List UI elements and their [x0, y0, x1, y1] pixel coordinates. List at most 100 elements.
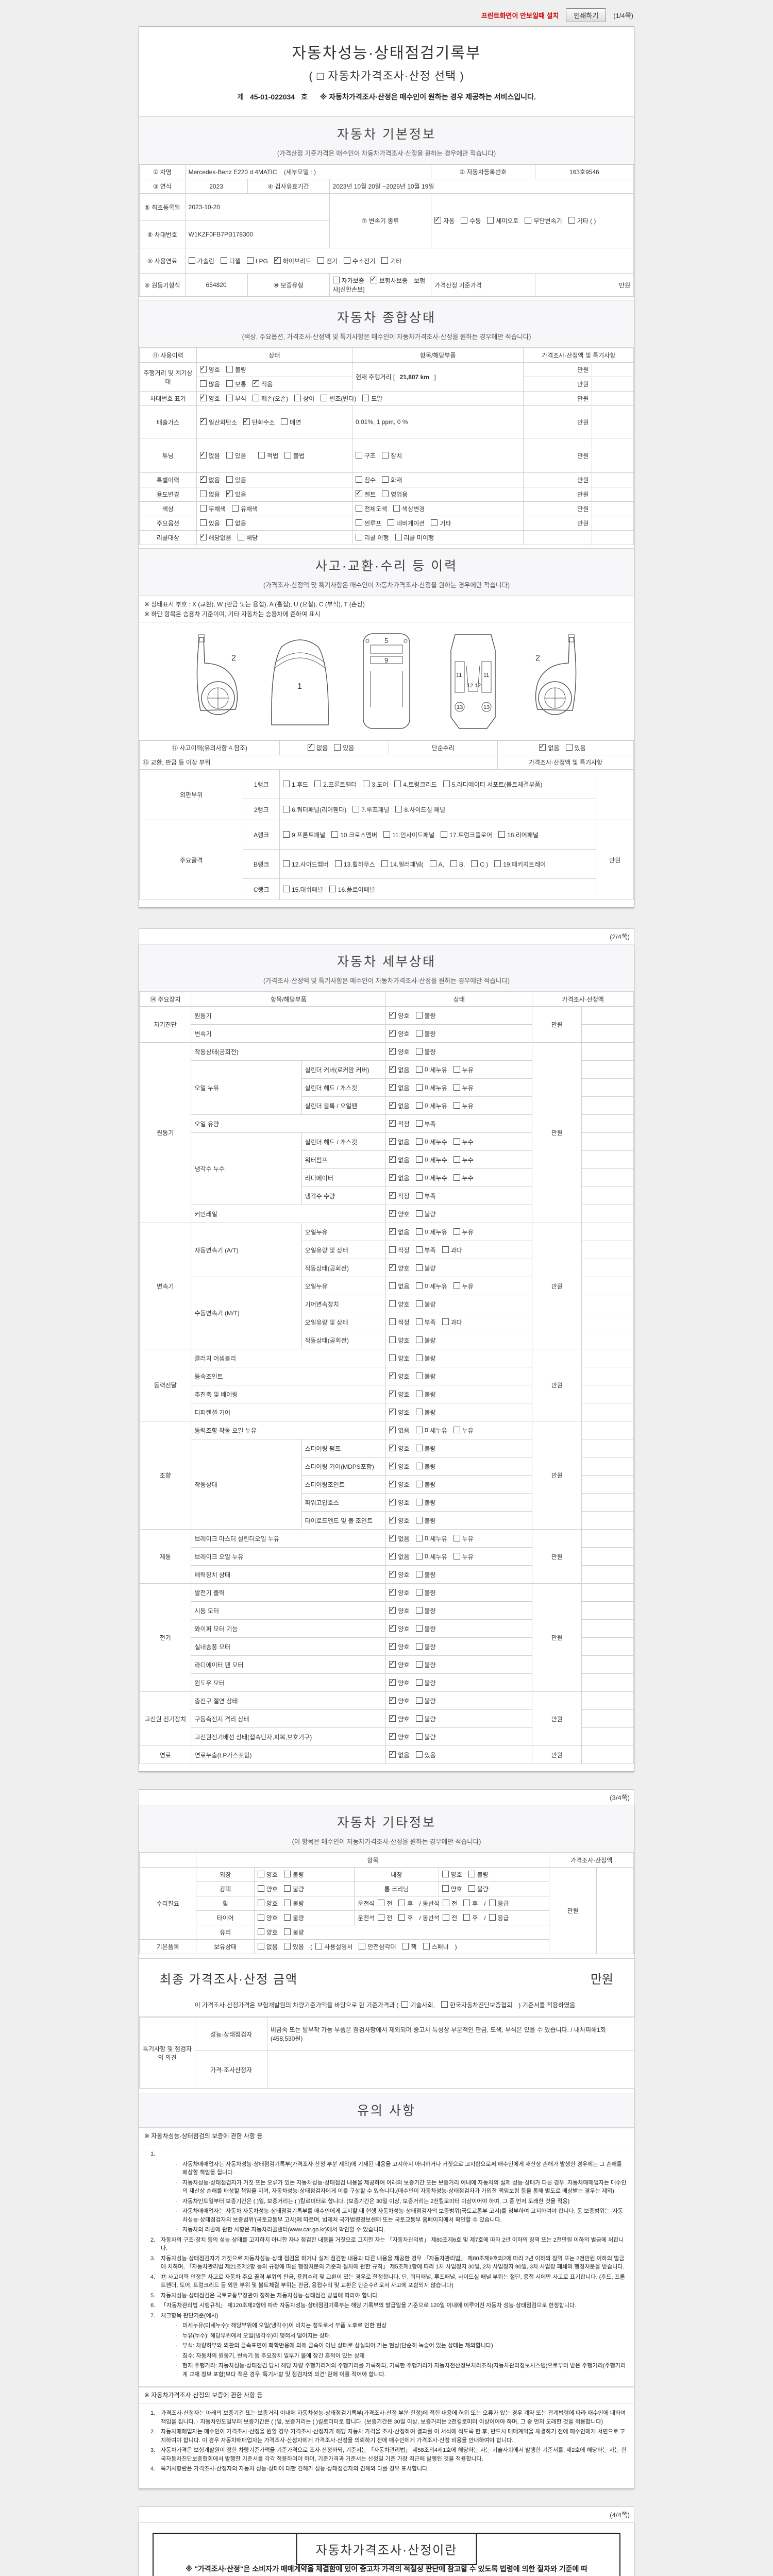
checkbox-option[interactable]: 전 — [443, 1913, 457, 1922]
checked-checkbox-icon[interactable] — [389, 1714, 396, 1722]
checked-checkbox-icon[interactable] — [389, 1407, 396, 1415]
checkbox-option[interactable]: 미세누유 — [415, 1426, 447, 1435]
unchecked-checkbox-icon[interactable] — [199, 505, 207, 512]
unchecked-checkbox-icon[interactable] — [415, 1390, 423, 1397]
checked-checkbox-icon[interactable] — [308, 742, 315, 751]
checked-checkbox-icon[interactable] — [389, 1677, 396, 1686]
checkbox-option[interactable]: 전 — [378, 1913, 392, 1922]
unchecked-checkbox-icon[interactable] — [415, 1733, 423, 1740]
checkbox-option[interactable]: 부족 — [415, 1120, 436, 1128]
checkbox-option[interactable]: 안전삼각대 — [359, 1942, 396, 1951]
checkbox-option[interactable]: 있음 — [283, 1942, 304, 1951]
checkbox-option[interactable]: 미세누유 — [415, 1282, 447, 1291]
checkbox-option[interactable]: 누유 — [453, 1065, 474, 1074]
checkbox-option[interactable]: 누수 — [453, 1138, 474, 1146]
unchecked-checkbox-icon[interactable] — [415, 1336, 423, 1343]
checkbox-option[interactable]: 없음 — [199, 450, 220, 460]
checkbox-option[interactable]: 일산화탄소 — [199, 417, 237, 427]
checked-checkbox-icon[interactable] — [389, 1515, 396, 1523]
checkbox-option[interactable]: 없음 — [389, 1551, 410, 1561]
unchecked-checkbox-icon[interactable] — [415, 1480, 423, 1487]
checkbox-option[interactable]: 양호 — [389, 1623, 410, 1633]
checkbox-option[interactable]: 화재 — [382, 476, 402, 484]
checkbox-option[interactable]: 불량 — [468, 1885, 489, 1893]
checkbox-option[interactable]: 적정 — [389, 1118, 410, 1128]
checkbox-option[interactable]: 양호 — [389, 1010, 410, 1020]
checkbox-option[interactable]: 불량 — [415, 1715, 436, 1723]
unchecked-checkbox-icon[interactable] — [314, 780, 322, 787]
checked-checkbox-icon[interactable] — [539, 742, 546, 751]
unchecked-checkbox-icon[interactable] — [315, 1943, 323, 1950]
checkbox-option[interactable]: 세미오토 — [487, 216, 518, 225]
checkbox-option[interactable]: 탄화수소 — [243, 417, 275, 427]
checkbox-option[interactable]: 불량 — [415, 1264, 436, 1273]
checked-checkbox-icon[interactable] — [389, 1605, 396, 1614]
unchecked-checkbox-icon[interactable] — [282, 885, 290, 892]
unchecked-checkbox-icon[interactable] — [415, 1011, 423, 1019]
unchecked-checkbox-icon[interactable] — [282, 780, 290, 787]
checkbox-option[interactable]: 불량 — [226, 365, 246, 374]
checked-checkbox-icon[interactable] — [199, 364, 207, 372]
unchecked-checkbox-icon[interactable] — [489, 1914, 496, 1921]
checkbox-option[interactable]: 적정 — [389, 1191, 410, 1200]
checkbox-option[interactable]: 미세누유 — [415, 1228, 447, 1236]
checkbox-option[interactable]: 불량 — [415, 1660, 436, 1669]
checkbox-option[interactable]: 누수 — [453, 1156, 474, 1164]
checkbox-option[interactable]: 양호 — [389, 1336, 410, 1345]
checkbox-option[interactable]: 18.리어패널 — [498, 831, 539, 839]
checked-checkbox-icon[interactable] — [389, 1209, 396, 1217]
unchecked-checkbox-icon[interactable] — [453, 1426, 460, 1433]
checkbox-option[interactable]: 없음 — [389, 1064, 410, 1074]
checkbox-option[interactable]: 12.사이드멤버 — [282, 860, 329, 869]
checked-checkbox-icon[interactable] — [389, 1191, 396, 1199]
unchecked-checkbox-icon[interactable] — [284, 451, 292, 459]
checked-checkbox-icon[interactable] — [389, 1118, 396, 1127]
checkbox-option[interactable]: 응급 — [489, 1899, 509, 1908]
checkbox-option[interactable]: 양호 — [389, 1696, 410, 1705]
unchecked-checkbox-icon[interactable] — [246, 257, 254, 264]
unchecked-checkbox-icon[interactable] — [283, 1914, 291, 1921]
checkbox-option[interactable]: 리콜 미이행 — [395, 533, 434, 542]
unchecked-checkbox-icon[interactable] — [471, 860, 478, 867]
checkbox-option[interactable]: 가솔린 — [188, 257, 214, 265]
unchecked-checkbox-icon[interactable] — [453, 1282, 460, 1289]
unchecked-checkbox-icon[interactable] — [199, 490, 207, 497]
checkbox-option[interactable]: 없음 — [199, 490, 220, 499]
unchecked-checkbox-icon[interactable] — [415, 1624, 423, 1632]
unchecked-checkbox-icon[interactable] — [415, 1264, 423, 1271]
unchecked-checkbox-icon[interactable] — [463, 1900, 470, 1906]
checkbox-option[interactable]: 양호 — [389, 1461, 410, 1471]
checkbox-option[interactable]: 후 — [463, 1913, 478, 1922]
checkbox-option[interactable]: 10.크로스멤버 — [331, 831, 377, 839]
checked-checkbox-icon[interactable] — [389, 1443, 396, 1451]
checkbox-option[interactable]: 양호 — [389, 1389, 410, 1399]
checkbox-option[interactable]: 양호 — [389, 1479, 410, 1489]
checkbox-option[interactable]: 해당 — [237, 533, 258, 542]
checkbox-option[interactable]: 누유 — [453, 1426, 474, 1435]
checkbox-option[interactable]: 양호 — [389, 1732, 410, 1741]
unchecked-checkbox-icon[interactable] — [453, 1138, 460, 1145]
checkbox-option[interactable]: 잭 — [402, 1942, 417, 1951]
checkbox-option[interactable]: 양호 — [389, 1515, 410, 1525]
unchecked-checkbox-icon[interactable] — [281, 418, 288, 425]
checkbox-option[interactable]: 불량 — [415, 1606, 436, 1615]
checked-checkbox-icon[interactable] — [389, 1479, 396, 1487]
checkbox-option[interactable]: 양호 — [389, 1354, 410, 1363]
checkbox-option[interactable]: 6.쿼터패널(리어휀다) — [282, 805, 346, 814]
unchecked-checkbox-icon[interactable] — [487, 217, 494, 224]
checked-checkbox-icon[interactable] — [389, 1137, 396, 1145]
unchecked-checkbox-icon[interactable] — [389, 1300, 396, 1307]
unchecked-checkbox-icon[interactable] — [415, 1606, 423, 1614]
checkbox-option[interactable]: 양호 — [389, 1659, 410, 1669]
checkbox-option[interactable]: 양호 — [389, 1371, 410, 1381]
unchecked-checkbox-icon[interactable] — [415, 1751, 423, 1758]
checkbox-option[interactable]: 누유 — [453, 1228, 474, 1236]
checked-checkbox-icon[interactable] — [389, 1155, 396, 1163]
unchecked-checkbox-icon[interactable] — [415, 1138, 423, 1145]
checked-checkbox-icon[interactable] — [389, 1064, 396, 1073]
unchecked-checkbox-icon[interactable] — [415, 1047, 423, 1055]
checkbox-option[interactable]: 양호 — [389, 1407, 410, 1417]
checkbox-option[interactable]: 양호 — [257, 1899, 278, 1908]
checkbox-option[interactable]: 양호 — [389, 1028, 410, 1038]
checkbox-option[interactable]: 누수 — [453, 1174, 474, 1182]
